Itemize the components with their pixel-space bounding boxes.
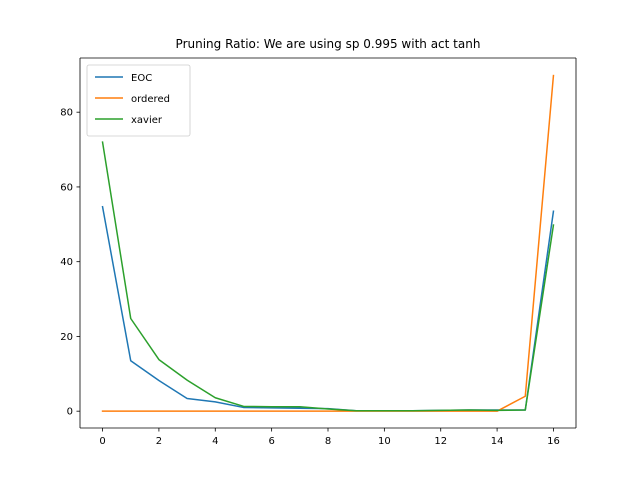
legend-label-xavier: xavier xyxy=(131,115,163,126)
x-tick-label: 0 xyxy=(99,436,105,447)
x-tick-label: 12 xyxy=(434,436,447,447)
y-tick-label: 80 xyxy=(60,108,73,119)
y-tick-label: 40 xyxy=(60,257,73,268)
x-tick-label: 14 xyxy=(491,436,504,447)
series-line-xavier xyxy=(101,141,555,412)
y-axis: 0 20 40 60 80 xyxy=(60,108,80,418)
y-tick-label: 60 xyxy=(60,182,73,193)
x-tick-label: 6 xyxy=(268,436,274,447)
x-tick-label: 2 xyxy=(156,436,162,447)
x-tick-label: 8 xyxy=(325,436,331,447)
x-tick-label: 4 xyxy=(212,436,218,447)
series-line-ordered xyxy=(101,74,555,412)
x-tick-label: 16 xyxy=(547,436,560,447)
x-tick-label: 10 xyxy=(378,436,391,447)
x-axis: 0 2 4 6 8 10 12 14 16 xyxy=(99,428,560,447)
legend-label-ordered: ordered xyxy=(131,94,170,105)
chart-title: Pruning Ratio: We are using sp 0.995 wit… xyxy=(176,37,481,51)
legend-label-eoc: EOC xyxy=(131,73,152,84)
y-tick-label: 0 xyxy=(67,407,73,418)
y-tick-label: 20 xyxy=(60,332,73,343)
series-layer xyxy=(101,74,555,412)
legend: EOC ordered xavier xyxy=(86,64,191,137)
